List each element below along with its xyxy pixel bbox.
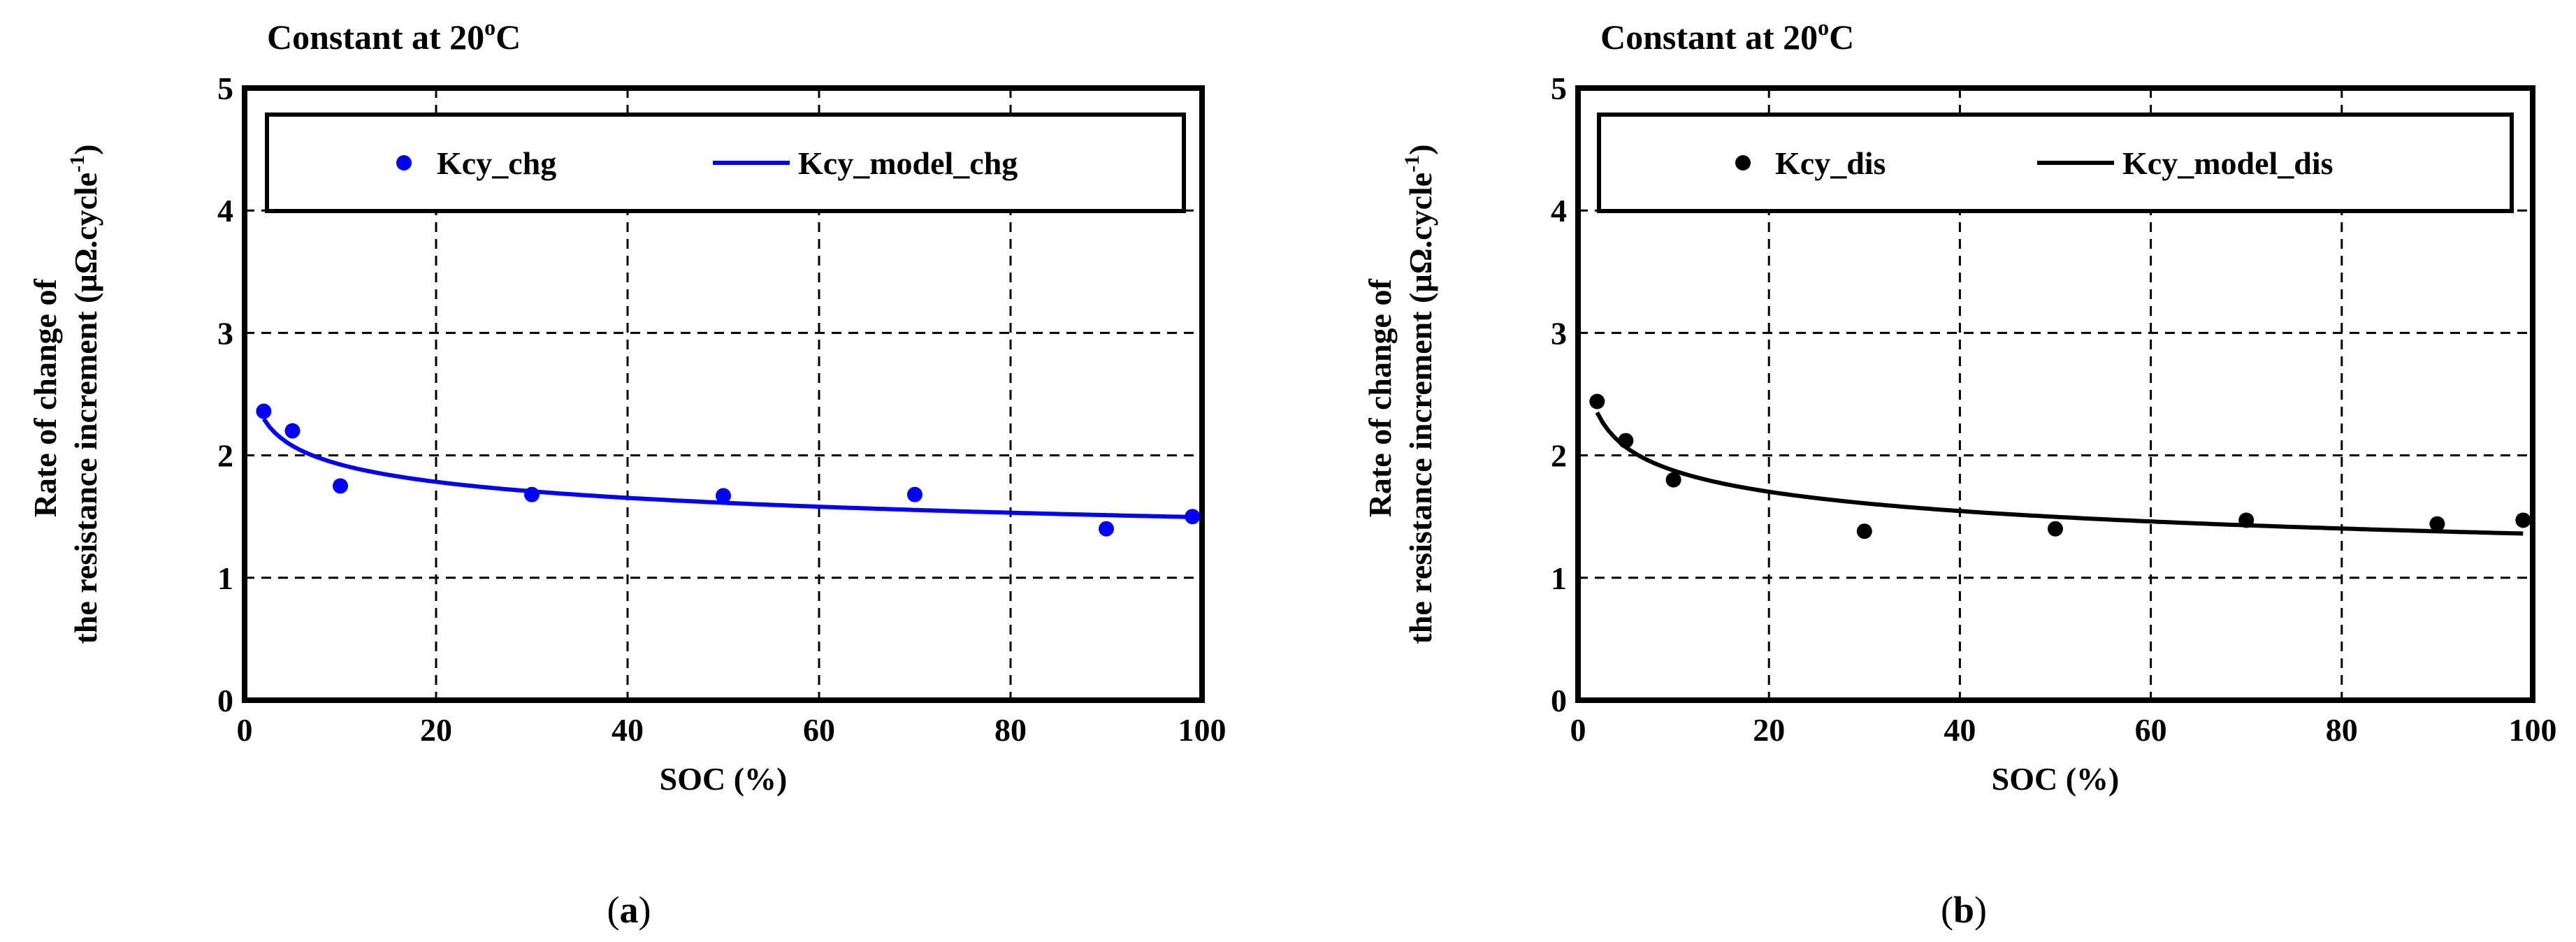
x-tick-label: 0 (237, 712, 253, 748)
y-axis-label: Rate of change of the resistance increme… (1362, 144, 1438, 644)
x-tick-label: 20 (1753, 712, 1785, 748)
data-point (2048, 521, 2063, 537)
y-tick-label: 3 (217, 315, 233, 351)
x-tick-label: 100 (2509, 712, 2557, 748)
x-axis-label: SOC (%) (660, 761, 788, 797)
legend-point-symbol (396, 155, 412, 171)
x-tick-label: 100 (1178, 712, 1227, 748)
legend-label-points: Kcy_dis (1775, 145, 1886, 181)
data-point (256, 403, 272, 419)
legend-label-points: Kcy_chg (437, 145, 556, 181)
x-tick-label: 60 (2135, 712, 2167, 748)
model-curve-kcy-model-chg (261, 417, 1193, 519)
legend-point-symbol (1735, 155, 1751, 171)
x-axis-label: SOC (%) (1992, 761, 2120, 797)
y-tick-label: 5 (1551, 71, 1567, 106)
data-point (1099, 521, 1114, 537)
legend-label-line: Kcy_model_chg (798, 145, 1018, 181)
data-points (1589, 393, 2531, 539)
y-axis-label: Rate of change of the resistance increme… (27, 144, 103, 644)
x-tick-label: 0 (1570, 712, 1586, 748)
chart-panel-a: Constant at 20oC Kcy_chg Kcy_model_chg 0… (27, 15, 1227, 931)
chart-title: Constant at 20oC (1600, 15, 1854, 57)
data-point (1618, 433, 1634, 449)
y-tick-label: 1 (217, 560, 233, 596)
data-point (2238, 512, 2255, 528)
plot-frame (1575, 85, 2535, 703)
legend: Kcy_chg Kcy_model_chg (265, 113, 1186, 213)
y-tick-label: 3 (1551, 315, 1567, 351)
data-points (256, 403, 1201, 537)
plot-frame (242, 85, 1205, 703)
x-tick-labels: 0 20 40 60 80 100 (1570, 712, 2557, 748)
data-point (716, 488, 731, 504)
panel-label-b: (b) (1941, 889, 1987, 931)
chart-title: Constant at 20oC (267, 15, 521, 57)
y-tick-label: 4 (217, 193, 233, 229)
y-tick-labels: 0 1 2 3 4 5 (1551, 71, 1567, 718)
data-point (907, 486, 922, 502)
panel-label-a: (a) (607, 889, 651, 931)
y-tick-label: 4 (1551, 193, 1567, 229)
data-point (1589, 393, 1605, 410)
x-tick-label: 80 (2326, 712, 2358, 748)
y-tick-label: 0 (217, 683, 233, 718)
data-point (524, 486, 540, 502)
data-point (1185, 509, 1201, 525)
y-tick-labels: 0 1 2 3 4 5 (217, 71, 233, 718)
data-point (1856, 523, 1872, 539)
x-tick-label: 20 (420, 712, 452, 748)
x-tick-label: 40 (612, 712, 644, 748)
model-curve-kcy-model-dis (1595, 411, 2524, 536)
y-tick-label: 2 (1551, 438, 1567, 474)
data-point (333, 478, 348, 494)
data-point (2515, 512, 2531, 528)
y-tick-label: 0 (1551, 683, 1567, 718)
data-point (2429, 516, 2445, 532)
x-tick-label: 40 (1944, 712, 1976, 748)
x-tick-label: 60 (803, 712, 835, 748)
y-tick-label: 5 (217, 71, 233, 106)
y-tick-label: 2 (217, 438, 233, 474)
data-point (1665, 472, 1681, 488)
chart-panel-b: Constant at 20oC Kcy_dis Kcy_model_dis 0… (1362, 15, 2557, 931)
x-tick-label: 80 (994, 712, 1027, 748)
data-point (284, 423, 301, 439)
x-tick-labels: 0 20 40 60 80 100 (237, 712, 1227, 748)
legend: Kcy_dis Kcy_model_dis (1597, 113, 2514, 213)
y-tick-label: 1 (1551, 560, 1567, 596)
legend-label-line: Kcy_model_dis (2122, 145, 2333, 181)
